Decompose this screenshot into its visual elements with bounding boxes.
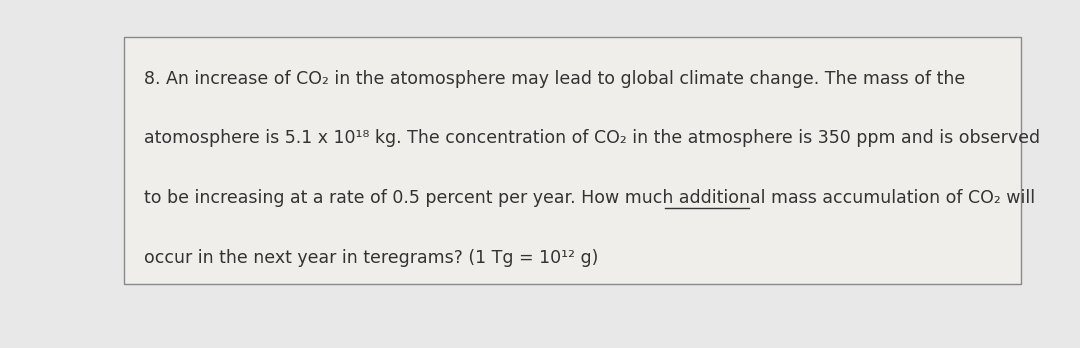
Text: atomosphere is 5.1 x 10¹⁸ kg. The concentration of CO₂ in the atmosphere is 350 : atomosphere is 5.1 x 10¹⁸ kg. The concen… (144, 129, 1040, 148)
Text: to be increasing at a rate of 0.5 percent per year. How much additional mass acc: to be increasing at a rate of 0.5 percen… (144, 189, 1035, 207)
FancyBboxPatch shape (124, 37, 1021, 284)
Text: occur in the next year in teregrams? (1 Tg = 10¹² g): occur in the next year in teregrams? (1 … (144, 249, 598, 267)
Text: 8. An increase of CO₂ in the atomosphere may lead to global climate change. The : 8. An increase of CO₂ in the atomosphere… (144, 70, 964, 88)
